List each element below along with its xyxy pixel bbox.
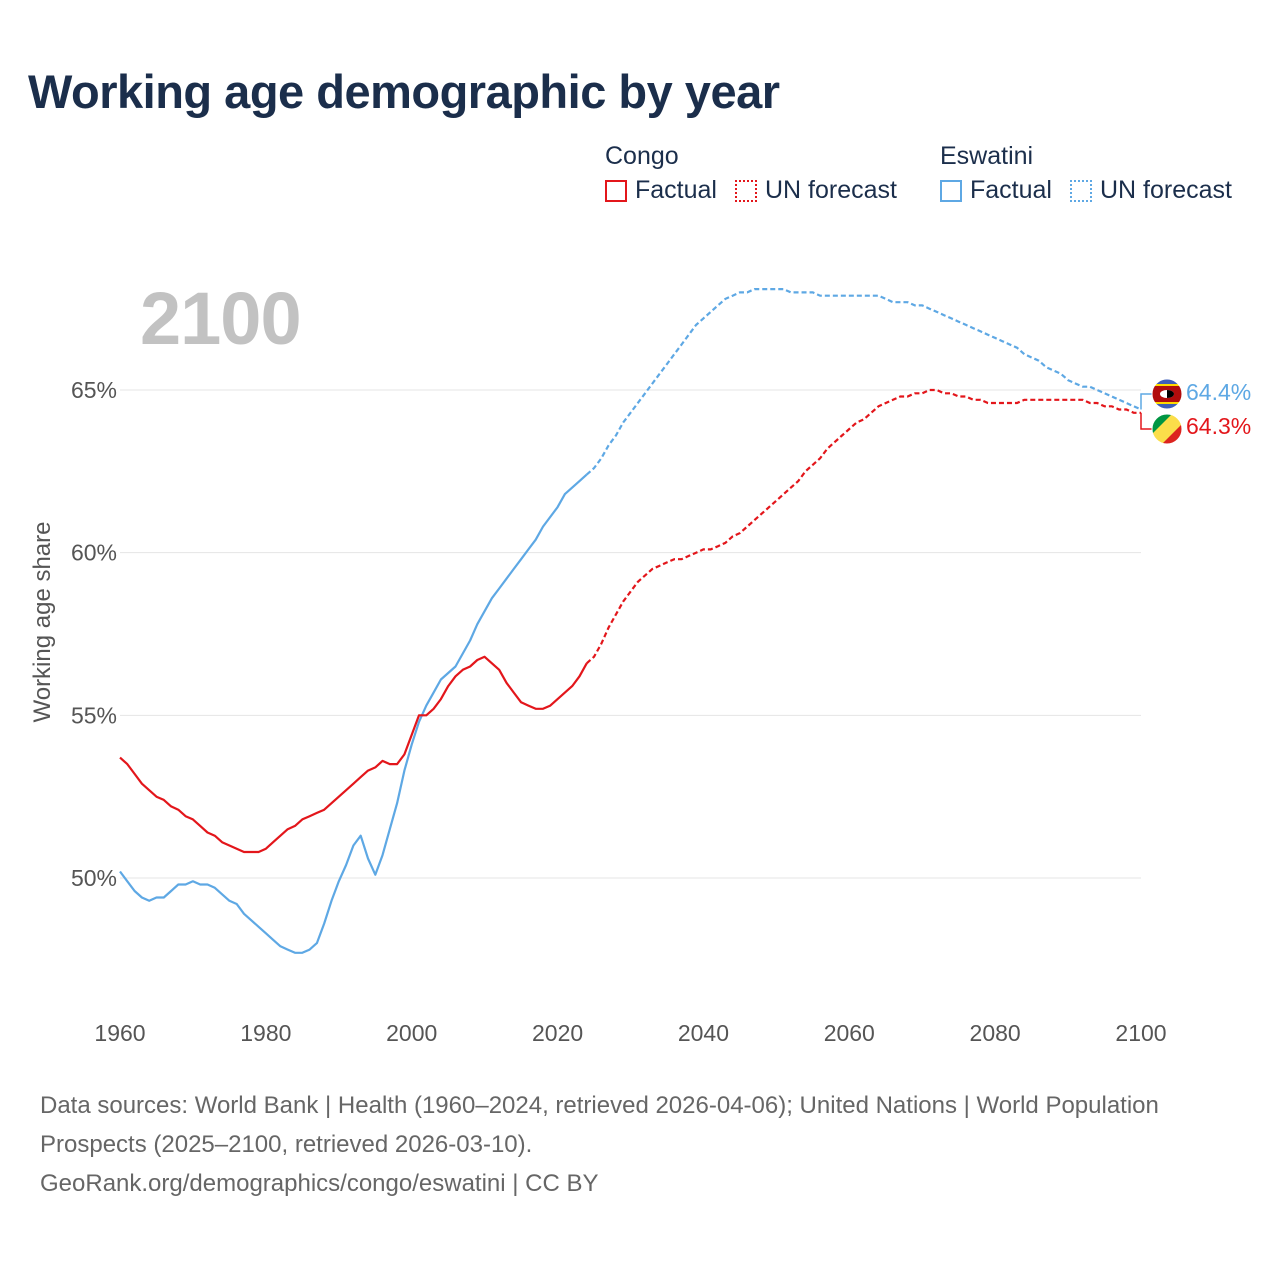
legend-label: UN forecast bbox=[764, 176, 897, 204]
x-tick-label: 2040 bbox=[678, 1020, 729, 1046]
legend-title-eswatini: Eswatini bbox=[940, 142, 1034, 170]
y-tick-label: 55% bbox=[71, 702, 117, 728]
series-eswatini-forecast-line bbox=[585, 288, 1142, 476]
data-sources-text: Data sources: World Bank | Health (1960–… bbox=[40, 1092, 1159, 1158]
source-link[interactable]: GeoRank.org/demographics/congo/eswatini … bbox=[40, 1170, 599, 1197]
end-value-congo: 64.3% bbox=[1186, 413, 1251, 439]
eswatini-flag-icon bbox=[1152, 379, 1182, 409]
chart-title: Working age demographic by year bbox=[28, 65, 780, 118]
x-tick-label: 2100 bbox=[1115, 1020, 1166, 1046]
y-tick-label: 60% bbox=[71, 540, 117, 566]
legend-swatch-dotted-icon bbox=[1069, 179, 1092, 202]
y-tick-label: 65% bbox=[71, 377, 117, 403]
x-tick-label: 2060 bbox=[824, 1020, 875, 1046]
legend-eswatini-factual[interactable]: Factual bbox=[940, 176, 1052, 205]
end-value-eswatini: 64.4% bbox=[1186, 379, 1251, 405]
legend-eswatini-forecast[interactable]: UN forecast bbox=[1069, 176, 1232, 205]
x-tick-label: 1960 bbox=[94, 1020, 145, 1046]
legend-label: UN forecast bbox=[1099, 176, 1232, 204]
y-axis-label: Working age share bbox=[29, 522, 56, 723]
legend-swatch-solid-icon bbox=[605, 179, 627, 202]
legend-swatch-dotted-icon bbox=[734, 179, 757, 202]
legend-label: Factual bbox=[970, 176, 1052, 204]
x-tick-label: 2020 bbox=[532, 1020, 583, 1046]
legend-group-eswatini: Eswatini Factual UN forecast bbox=[940, 142, 1232, 205]
congo-flag-icon bbox=[1152, 414, 1182, 444]
legend-congo-forecast[interactable]: UN forecast bbox=[734, 176, 897, 205]
x-tick-label: 2000 bbox=[386, 1020, 437, 1046]
legend-group-congo: Congo Factual UN forecast bbox=[605, 142, 915, 205]
y-tick-label: 50% bbox=[71, 865, 117, 891]
x-tick-label: 1980 bbox=[240, 1020, 291, 1046]
series-congo-forecast-line bbox=[585, 388, 1141, 665]
x-tick-label: 2080 bbox=[970, 1020, 1021, 1046]
footer: Data sources: World Bank | Health (1960–… bbox=[40, 1086, 1200, 1203]
leader-line-eswatini bbox=[1140, 393, 1152, 410]
series-congo-factual-line bbox=[119, 655, 588, 854]
line-chart: 50% 55% 60% 65% 1960 1980 2000 2020 2040 2060 208… bbox=[29, 288, 1251, 1046]
leader-line-congo bbox=[1140, 412, 1152, 430]
series-eswatini-factual-line bbox=[119, 473, 588, 954]
legend-title-congo: Congo bbox=[605, 142, 679, 170]
legend-label: Factual bbox=[635, 176, 717, 204]
current-year-label: 2100 bbox=[140, 277, 302, 360]
legend-swatch-solid-icon bbox=[940, 179, 962, 202]
legend-congo-factual[interactable]: Factual bbox=[605, 176, 717, 205]
